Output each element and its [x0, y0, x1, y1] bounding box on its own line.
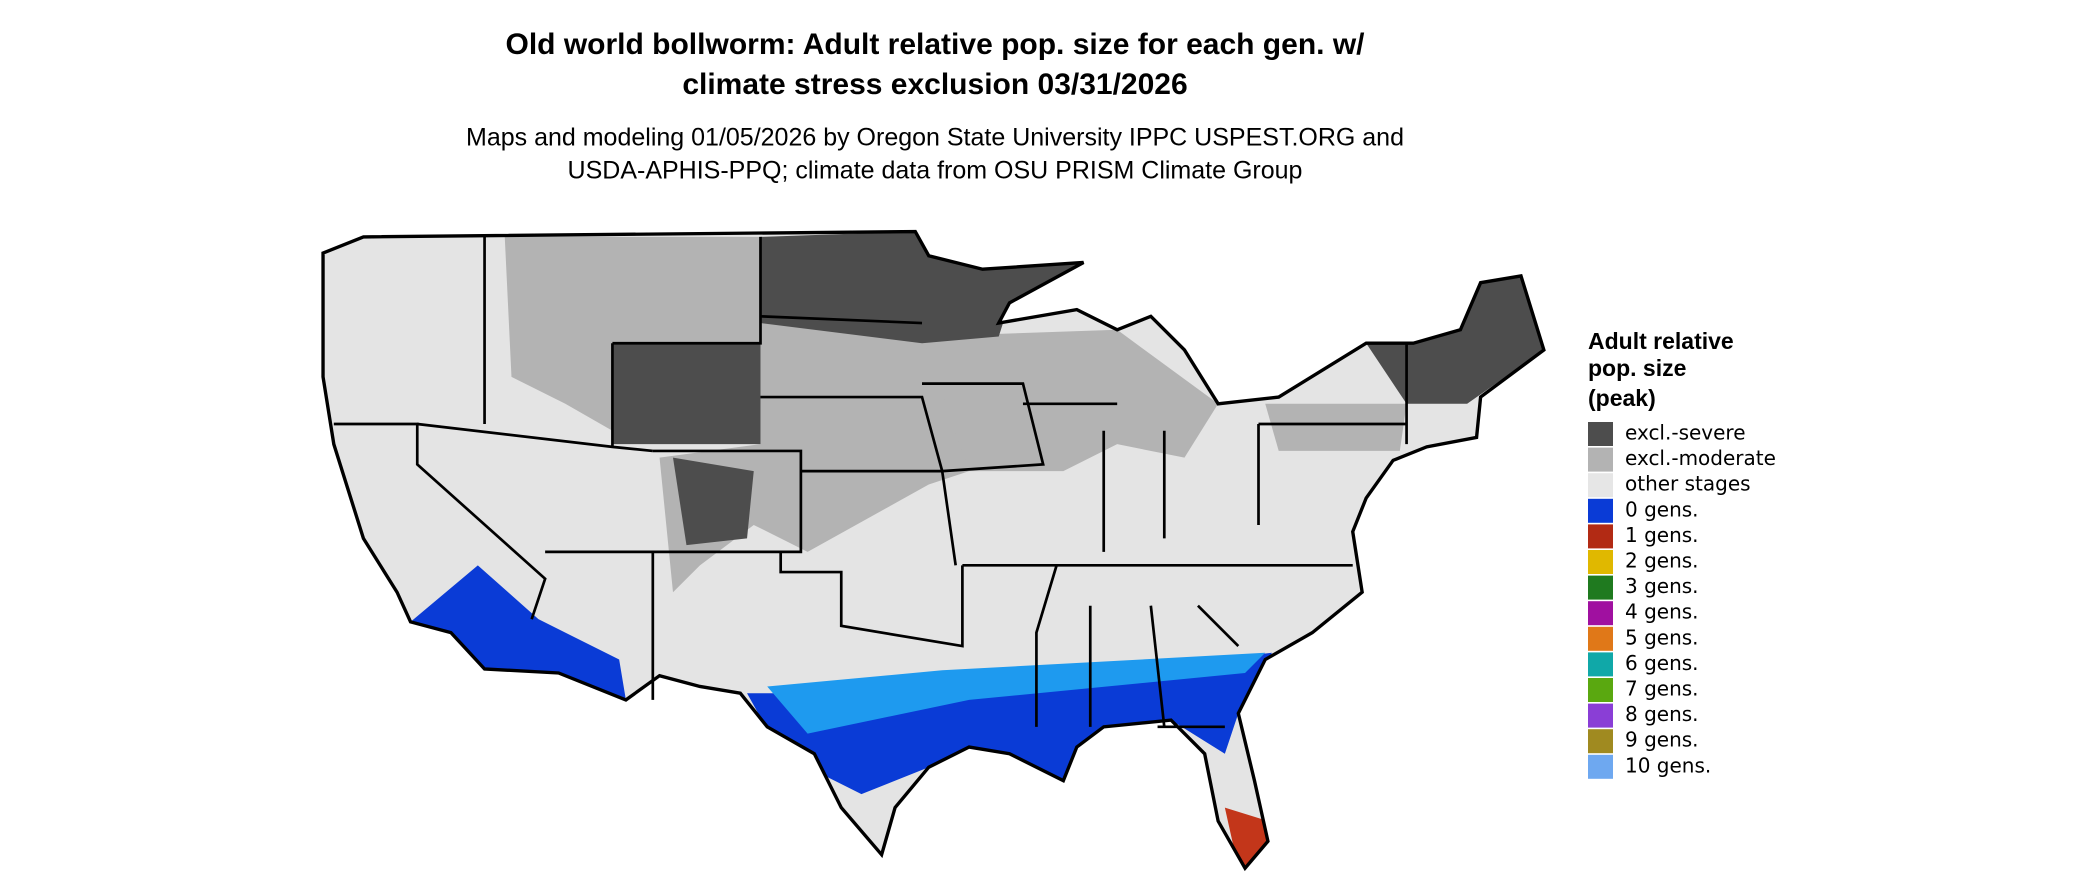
legend-label: other stages [1625, 472, 1751, 496]
legend-label: 6 gens. [1625, 651, 1699, 675]
legend-swatch [1588, 652, 1613, 677]
legend-label: excl.-severe [1625, 421, 1746, 445]
state-borders [333, 236, 1408, 729]
legend-swatch [1588, 550, 1613, 574]
legend-swatch [1588, 473, 1613, 498]
legend-label: 8 gens. [1625, 702, 1699, 726]
subtitle-line: USDA-APHIS-PPQ; climate data from OSU PR… [568, 157, 1303, 185]
legend-label: 3 gens. [1625, 574, 1699, 598]
legend-swatch [1588, 422, 1613, 446]
legend-swatch [1588, 447, 1613, 472]
legend-swatch [1588, 524, 1613, 549]
title-line: Old world bollworm: Adult relative pop. … [506, 28, 1366, 61]
legend-label: 5 gens. [1625, 625, 1699, 649]
legend-swatch [1588, 729, 1613, 754]
legend-label: 7 gens. [1625, 677, 1699, 701]
legend-title-line: Adult relative [1588, 328, 1734, 354]
legend-label: 1 gens. [1625, 523, 1699, 547]
legend-swatch [1588, 601, 1613, 626]
legend-swatch [1588, 754, 1613, 779]
legend-swatch [1588, 498, 1613, 523]
legend-swatch [1588, 626, 1613, 651]
legend-swatch [1588, 575, 1613, 600]
subtitle-line: Maps and modeling 01/05/2026 by Oregon S… [466, 124, 1404, 152]
legend-label: 10 gens. [1625, 753, 1711, 777]
title-line: climate stress exclusion 03/31/2026 [682, 68, 1187, 101]
legend-title-line: pop. size [1588, 355, 1686, 381]
legend-swatch [1588, 678, 1613, 702]
legend-label: excl.-moderate [1625, 446, 1776, 470]
legend-label: 4 gens. [1625, 600, 1699, 624]
legend-label: 9 gens. [1625, 728, 1699, 752]
legend-label: 2 gens. [1625, 549, 1699, 573]
legend-title-line: (peak) [1588, 385, 1656, 411]
legend-label: 0 gens. [1625, 497, 1699, 521]
legend-swatch [1588, 703, 1613, 728]
